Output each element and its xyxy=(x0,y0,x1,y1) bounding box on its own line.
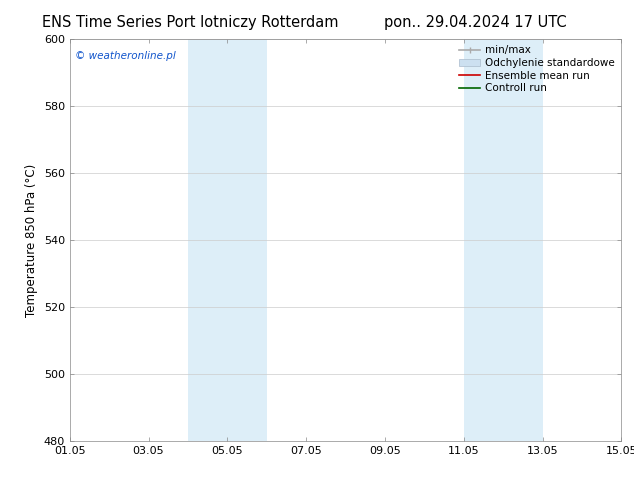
Legend: min/max, Odchylenie standardowe, Ensemble mean run, Controll run: min/max, Odchylenie standardowe, Ensembl… xyxy=(455,41,619,98)
Bar xyxy=(188,39,267,441)
Bar xyxy=(463,39,543,441)
Text: pon.. 29.04.2024 17 UTC: pon.. 29.04.2024 17 UTC xyxy=(384,15,567,30)
Text: ENS Time Series Port lotniczy Rotterdam: ENS Time Series Port lotniczy Rotterdam xyxy=(42,15,339,30)
Text: © weatheronline.pl: © weatheronline.pl xyxy=(75,51,176,61)
Y-axis label: Temperature 850 hPa (°C): Temperature 850 hPa (°C) xyxy=(25,164,38,317)
